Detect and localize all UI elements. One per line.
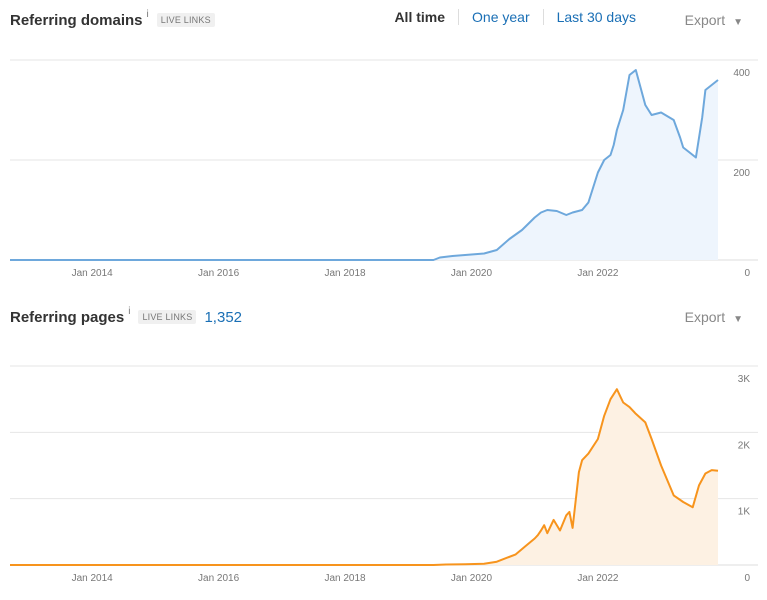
- series-line: [10, 388, 719, 566]
- x-tick-label: Jan 2018: [324, 268, 366, 279]
- series-area: [10, 70, 718, 260]
- y-tick-label: 200: [733, 168, 750, 179]
- range-last-30-days[interactable]: Last 30 days: [542, 9, 649, 25]
- x-tick-label: Jan 2014: [72, 268, 114, 279]
- range-one-year[interactable]: One year: [458, 9, 543, 25]
- domains-info-icon[interactable]: i: [146, 8, 149, 20]
- y-tick-label: 0: [744, 573, 750, 584]
- x-tick-label: Jan 2022: [577, 573, 619, 584]
- pages-header: Referring pages i LIVE LINKS 1,352: [10, 305, 242, 329]
- referring-domains-chart: Jan 2014 Jan 2016 Jan 2018 Jan 2020 Jan 2022…: [10, 59, 758, 279]
- pages-export-button[interactable]: Export ▼: [685, 309, 743, 325]
- time-range-selector: All time One year Last 30 days: [394, 9, 649, 25]
- y-tick-label: 2K: [738, 440, 751, 451]
- x-tick-label: Jan 2016: [198, 268, 240, 279]
- x-tick-label: Jan 2020: [451, 268, 493, 279]
- y-tick-label: 0: [744, 268, 750, 279]
- range-all-time[interactable]: All time: [394, 9, 446, 25]
- domains-live-links-badge: LIVE LINKS: [156, 13, 215, 27]
- series-area: [10, 389, 718, 565]
- x-tick-label: Jan 2014: [72, 573, 114, 584]
- pages-live-links-badge: LIVE LINKS: [138, 310, 197, 324]
- domains-title: Referring domains: [10, 11, 143, 29]
- caret-down-icon: ▼: [733, 314, 743, 325]
- x-tick-label: Jan 2018: [324, 573, 366, 584]
- domains-export-label: Export: [684, 12, 726, 28]
- y-tick-label: 400: [733, 68, 750, 79]
- referring-pages-chart: Jan 2014 Jan 2016 Jan 2018 Jan 2020 Jan 2022…: [10, 365, 758, 584]
- pages-count: 1,352: [204, 308, 243, 326]
- pages-title: Referring pages: [10, 308, 125, 326]
- y-tick-label: 3K: [738, 374, 751, 385]
- x-tick-label: Jan 2016: [198, 573, 240, 584]
- pages-info-icon[interactable]: i: [128, 305, 131, 317]
- y-tick-label: 1K: [738, 507, 751, 518]
- caret-down-icon: ▼: [733, 17, 743, 28]
- domains-header: Referring domains i LIVE LINKS: [10, 8, 215, 32]
- domains-export-button[interactable]: Export ▼: [685, 12, 743, 28]
- x-tick-label: Jan 2022: [577, 268, 619, 279]
- pages-export-label: Export: [684, 309, 726, 325]
- x-tick-label: Jan 2020: [451, 573, 493, 584]
- series-line: [10, 69, 719, 261]
